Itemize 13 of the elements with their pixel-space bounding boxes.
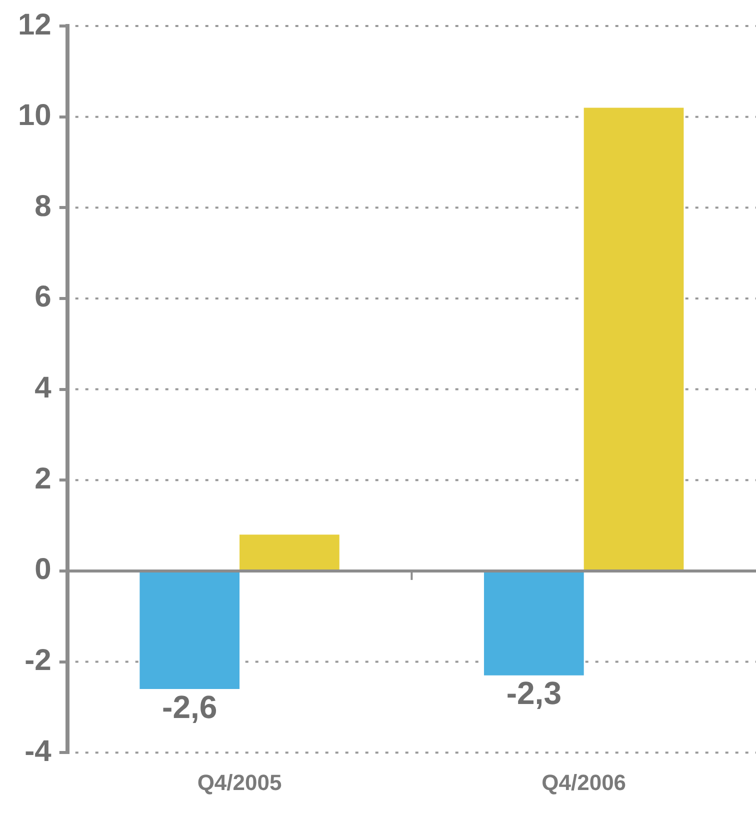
y-tick-label: 4: [34, 372, 52, 405]
x-tick-label: Q4/2006: [542, 770, 626, 795]
y-tick-label: 10: [18, 99, 52, 132]
y-tick-label: 0: [34, 553, 52, 586]
y-tick-label: 12: [18, 8, 52, 42]
data-label: -2,6: [162, 688, 218, 725]
y-tick-label: -2: [24, 644, 52, 678]
y-tick-label: -4: [24, 734, 52, 768]
data-label: -2,3: [506, 675, 562, 712]
y-tick-label: 2: [34, 462, 52, 496]
y-tick-label: 6: [34, 280, 52, 314]
x-tick-label: Q4/2005: [197, 770, 282, 795]
y-tick-label: 8: [34, 190, 52, 223]
